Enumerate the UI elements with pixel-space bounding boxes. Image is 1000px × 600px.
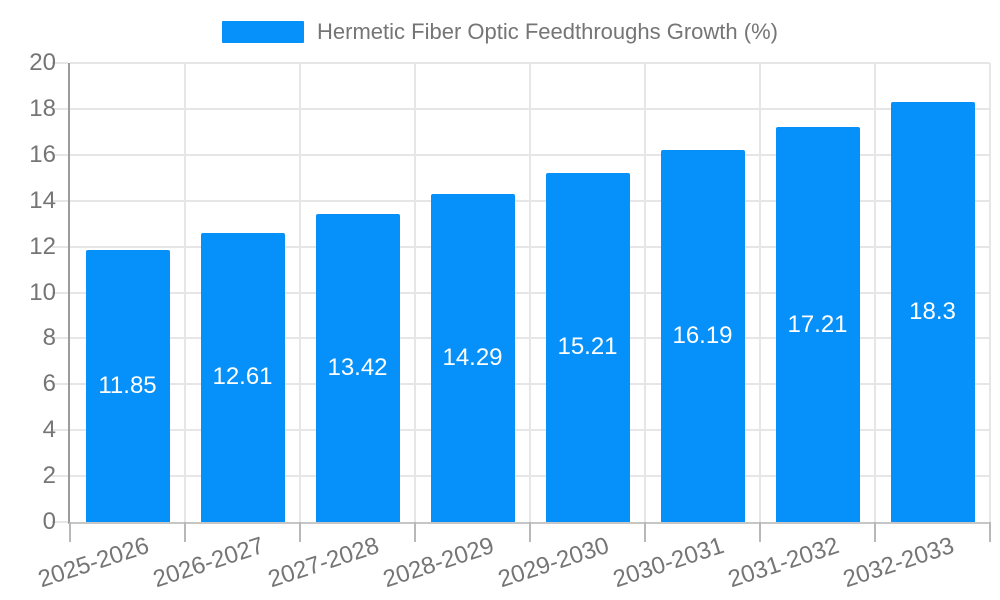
gridline-vertical <box>414 63 416 522</box>
y-axis-tick <box>52 245 68 248</box>
bar[interactable] <box>430 194 515 522</box>
gridline-vertical <box>989 63 991 522</box>
y-tick-label: 2 <box>42 462 56 490</box>
y-tick-label: 14 <box>29 186 56 214</box>
bar-value-label: 18.3 <box>909 298 956 325</box>
gridline-vertical <box>874 63 876 522</box>
gridline-vertical <box>644 63 646 522</box>
bar[interactable] <box>200 232 285 522</box>
y-axis-tick <box>52 521 68 523</box>
legend-series-label: Hermetic Fiber Optic Feedthroughs Growth… <box>317 19 778 44</box>
legend-swatch-icon <box>222 21 305 43</box>
y-tick-label: 20 <box>29 49 56 76</box>
bar[interactable] <box>85 250 170 522</box>
y-axis-tick <box>52 153 68 156</box>
gridline-vertical <box>299 63 301 522</box>
x-axis-tick <box>874 522 876 542</box>
x-axis-tick <box>69 522 71 542</box>
y-tick-label: 18 <box>29 94 56 122</box>
bar-value-label: 12.61 <box>212 363 273 391</box>
x-axis-tick <box>759 522 761 542</box>
x-axis-tick <box>299 522 301 542</box>
y-tick-label: 8 <box>42 324 56 352</box>
gridline-vertical <box>529 63 531 522</box>
bar[interactable] <box>315 214 400 522</box>
y-axis-tick <box>52 429 68 432</box>
bar[interactable] <box>890 102 975 522</box>
gridline-vertical <box>759 63 761 522</box>
x-axis-tick <box>644 522 646 542</box>
bar[interactable] <box>775 127 860 522</box>
y-axis-tick <box>52 337 68 340</box>
x-axis-tick <box>184 522 186 542</box>
y-tick-label: 4 <box>42 416 56 444</box>
x-axis-tick <box>529 522 531 542</box>
bar-value-label: 16.19 <box>672 322 733 350</box>
y-tick-label: 12 <box>29 232 56 260</box>
bar-value-label: 13.42 <box>327 354 388 381</box>
x-axis-tick <box>414 522 416 542</box>
gridline-vertical <box>184 63 186 522</box>
bar[interactable] <box>545 172 630 522</box>
bar-value-label: 11.85 <box>98 372 157 400</box>
y-axis-tick <box>52 475 68 478</box>
bar-value-label: 17.21 <box>787 310 848 338</box>
bar-value-label: 14.29 <box>442 344 503 372</box>
y-tick-label: 0 <box>42 508 56 535</box>
y-tick-label: 16 <box>29 140 56 168</box>
y-axis-tick <box>52 107 68 110</box>
y-tick-label: 10 <box>29 278 56 306</box>
y-axis-tick <box>52 383 68 386</box>
plot-area: 11.85 12.61 13.42 14.29 15.21 16.19 17.21 18.3 <box>52 62 991 542</box>
bar-value-label: 15.21 <box>557 333 618 361</box>
y-axis-tick <box>52 291 68 294</box>
x-axis-tick <box>989 522 991 542</box>
bar[interactable] <box>660 150 745 522</box>
y-tick-label: 6 <box>42 370 56 398</box>
y-axis-tick <box>52 199 68 202</box>
y-axis-tick <box>52 62 68 64</box>
legend[interactable]: Hermetic Fiber Optic Feedthroughs Growth… <box>0 19 1000 45</box>
